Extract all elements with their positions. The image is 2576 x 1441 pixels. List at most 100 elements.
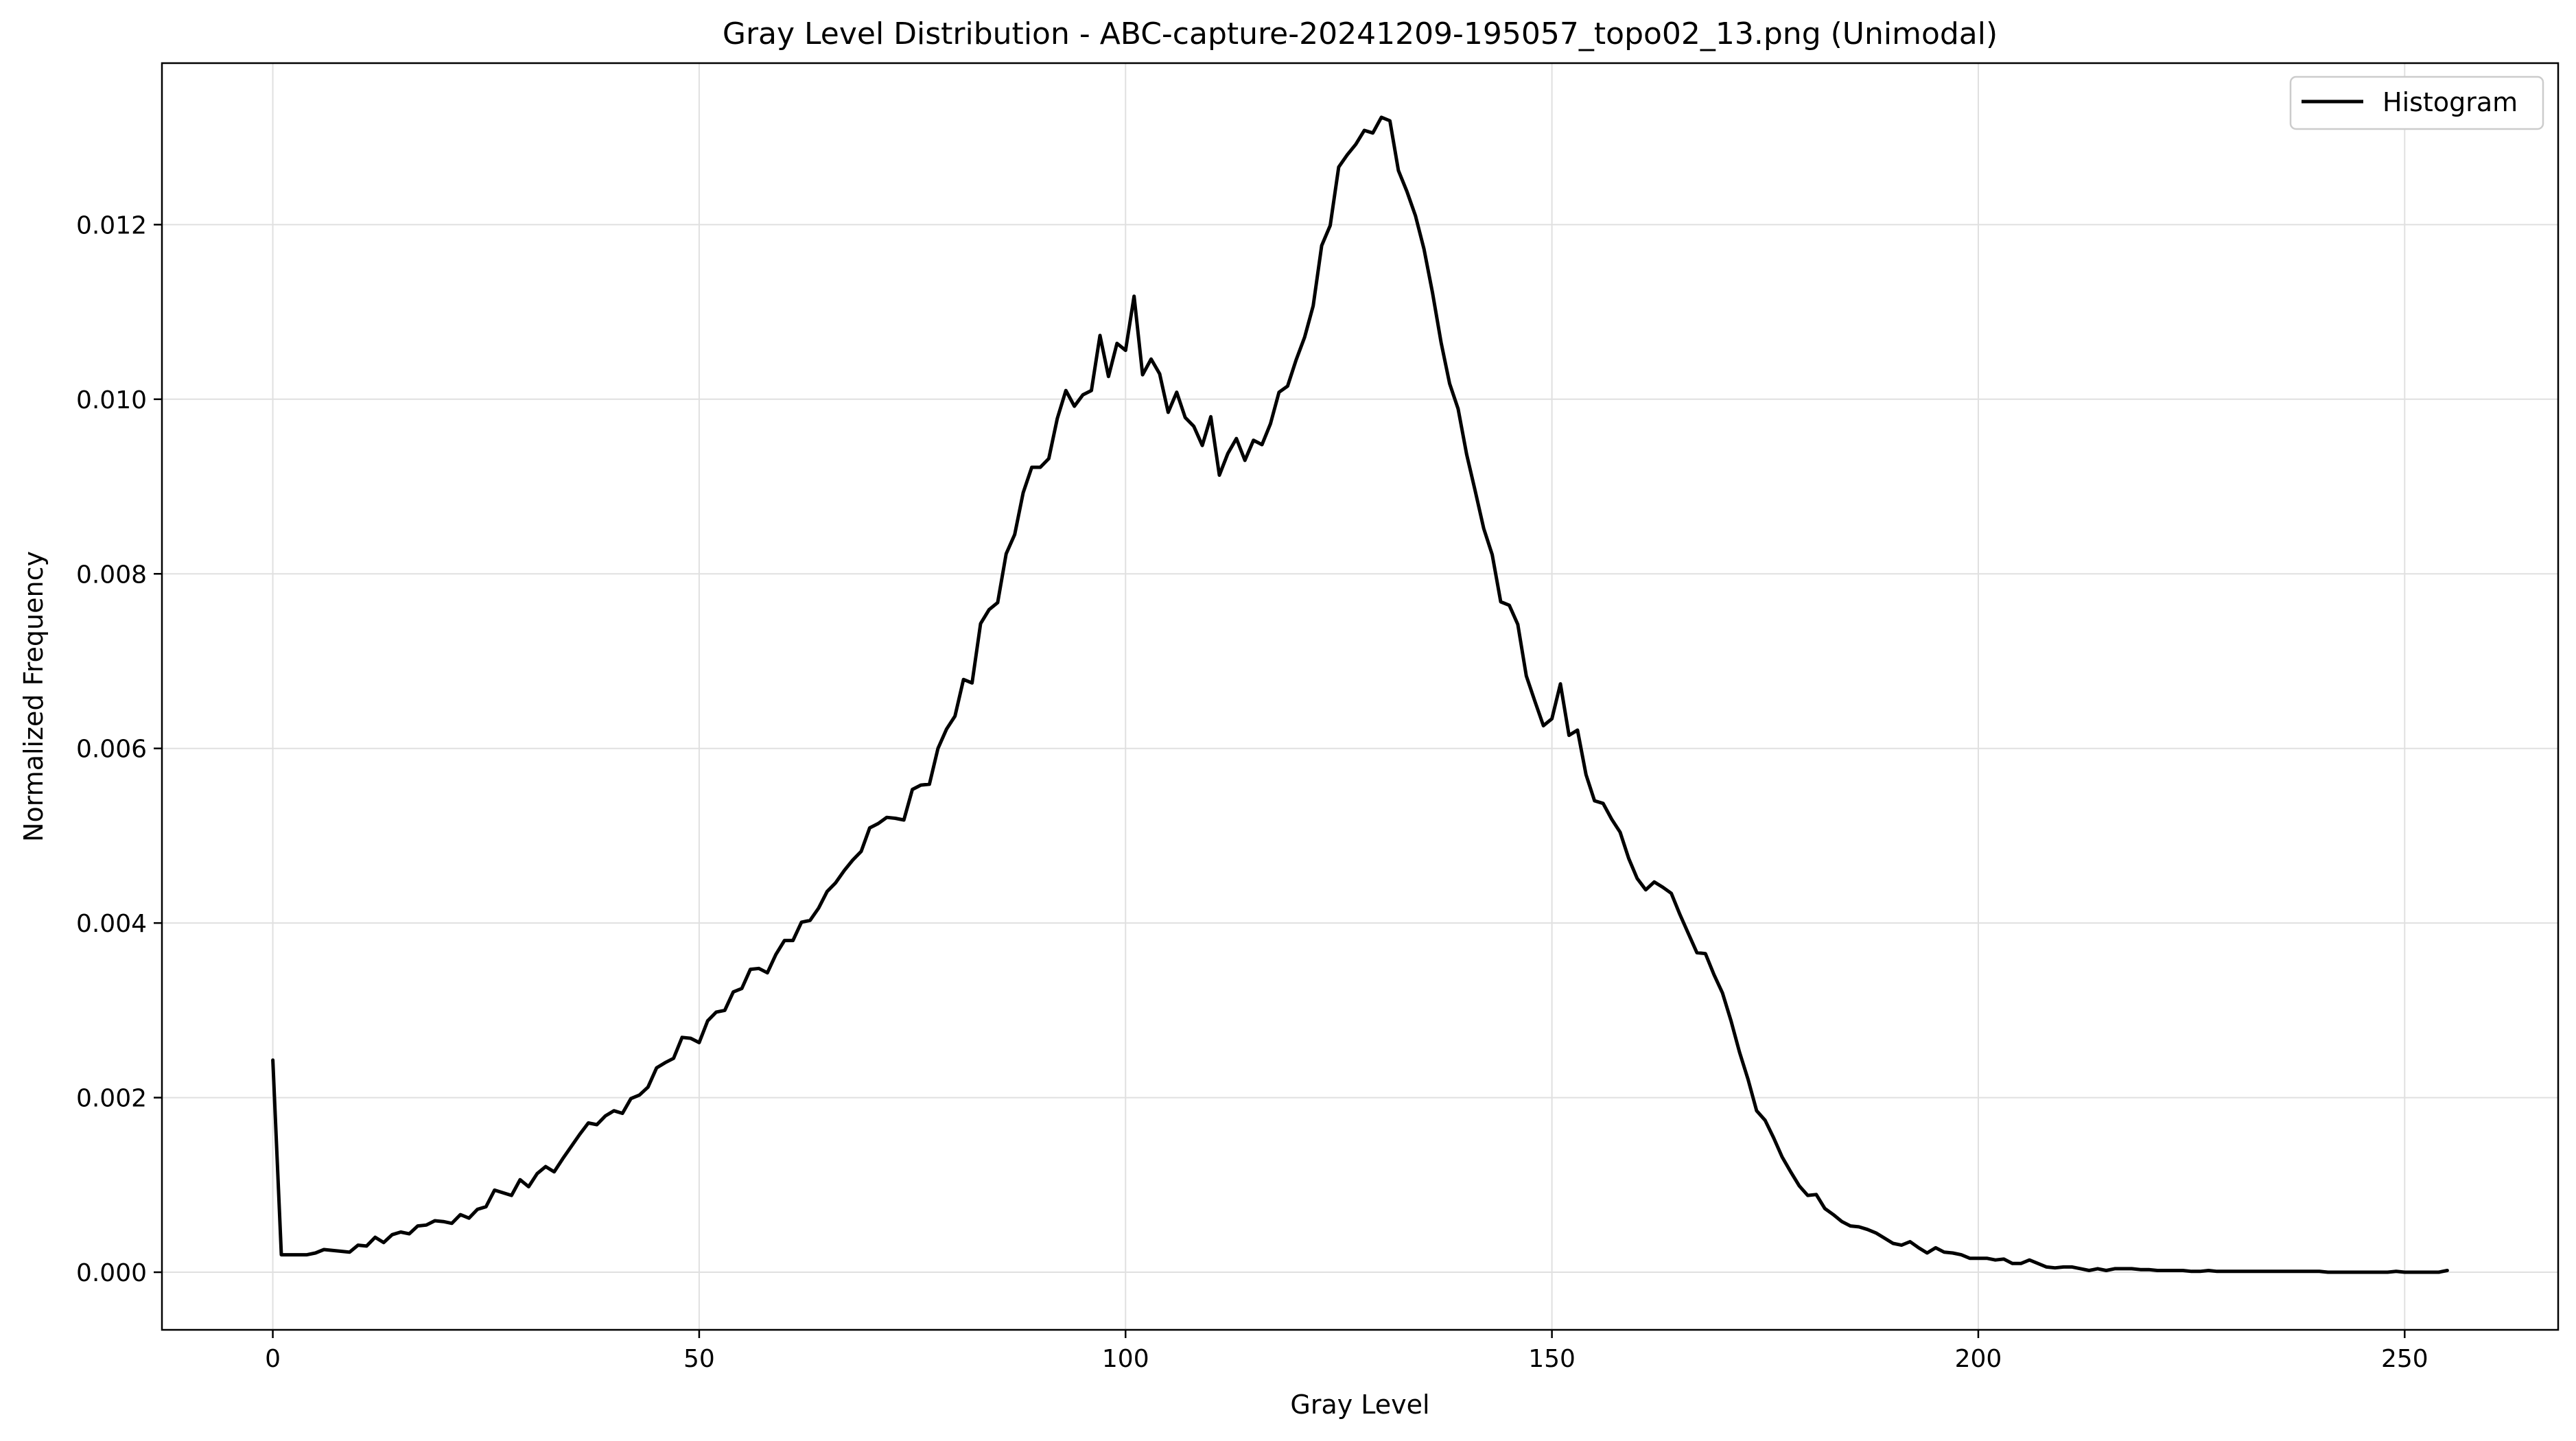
data-point (494, 1189, 495, 1191)
y-tick-label: 0.004 (76, 910, 147, 938)
data-point (1654, 881, 1655, 882)
data-point (443, 1221, 444, 1222)
data-point (2012, 1263, 2013, 1264)
data-point (2199, 1271, 2201, 1272)
data-point (1338, 166, 1339, 167)
data-point (596, 1124, 598, 1125)
data-point (912, 789, 913, 790)
data-point (1415, 215, 1416, 217)
data-point (664, 1062, 666, 1064)
data-point (1296, 360, 1297, 361)
data-point (2174, 1270, 2175, 1272)
data-point (707, 1020, 708, 1022)
data-point (843, 870, 845, 871)
data-point (1432, 292, 1433, 294)
data-point (801, 922, 802, 923)
data-point (349, 1252, 350, 1253)
y-tick-label: 0.000 (76, 1259, 147, 1287)
data-point (1525, 675, 1527, 677)
data-point (1440, 342, 1442, 343)
data-point (1696, 952, 1698, 953)
data-point (1406, 191, 1407, 192)
data-point (460, 1214, 461, 1215)
data-point (2276, 1271, 2278, 1272)
y-axis-label: Normalized Frequency (19, 551, 49, 842)
data-point (1901, 1245, 1902, 1246)
data-point (2251, 1271, 2252, 1272)
data-point (1687, 933, 1689, 934)
data-point (1705, 953, 1706, 954)
data-point (2225, 1271, 2226, 1272)
data-point (2446, 1270, 2448, 1272)
data-point (1850, 1226, 1851, 1227)
data-point (519, 1179, 521, 1180)
data-point (2046, 1266, 2047, 1267)
data-point (1321, 245, 1322, 246)
data-point (2328, 1272, 2329, 1273)
data-point (1014, 534, 1016, 535)
data-point (1202, 445, 1203, 446)
data-point (741, 988, 742, 989)
data-point (1483, 528, 1484, 529)
data-point (1457, 408, 1459, 410)
data-point (972, 682, 973, 683)
data-point (315, 1252, 316, 1254)
data-point (1960, 1254, 1962, 1256)
data-point (1074, 406, 1075, 407)
data-point (1952, 1252, 1954, 1254)
data-point (1713, 974, 1715, 975)
data-point (1398, 170, 1399, 172)
data-point (289, 1254, 290, 1256)
data-point (826, 891, 828, 892)
data-point (622, 1113, 623, 1114)
data-point (2361, 1272, 2363, 1273)
y-tick-label: 0.010 (76, 386, 147, 414)
data-point (1875, 1232, 1877, 1234)
series-layer (271, 115, 2449, 1274)
y-tick-label: 0.002 (76, 1085, 147, 1113)
data-point (1475, 490, 1476, 491)
axis-ticks: 0 50 100 150 200 250 0.000 0.002 0.004 0.006 0.008… (76, 211, 2428, 1373)
data-point (1057, 418, 1058, 419)
data-point (639, 1094, 640, 1096)
data-point (2148, 1269, 2150, 1270)
data-point (2080, 1268, 2081, 1269)
data-point (511, 1195, 513, 1196)
data-point (2438, 1272, 2439, 1273)
data-point (2293, 1271, 2295, 1272)
data-point (613, 1110, 615, 1112)
data-point (810, 919, 811, 921)
data-point (1193, 425, 1195, 427)
data-point (537, 1173, 538, 1174)
y-tick-label: 0.012 (76, 211, 147, 239)
data-point (1986, 1258, 1987, 1259)
data-point (2378, 1272, 2380, 1273)
data-point (1167, 412, 1169, 413)
data-point (392, 1234, 393, 1235)
data-point (1943, 1252, 1945, 1253)
data-point (2131, 1268, 2133, 1269)
data-point (1594, 800, 1595, 801)
data-point (375, 1237, 376, 1238)
data-point (2191, 1271, 2192, 1272)
data-point (946, 729, 947, 730)
data-point (2105, 1270, 2107, 1272)
data-point (1662, 887, 1663, 888)
data-point (818, 908, 819, 909)
x-tick-label: 0 (265, 1345, 281, 1373)
data-point (758, 968, 760, 969)
data-point (886, 817, 887, 818)
data-point (1381, 117, 1382, 118)
data-point (835, 882, 836, 884)
data-point (1210, 416, 1212, 417)
data-point (477, 1208, 478, 1210)
data-point (2122, 1268, 2124, 1269)
data-point (1278, 392, 1280, 393)
data-point (1645, 889, 1646, 891)
data-point (1866, 1229, 1868, 1230)
data-point (281, 1254, 282, 1256)
data-point (1671, 893, 1672, 894)
data-point (1330, 225, 1331, 226)
data-point (2054, 1267, 2056, 1269)
